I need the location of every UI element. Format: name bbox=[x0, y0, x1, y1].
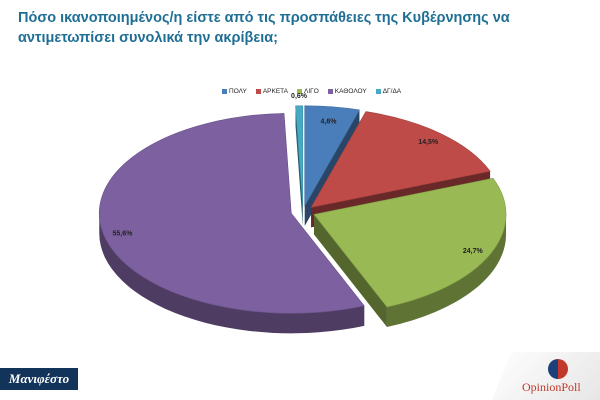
pie-slice-ΑΡΚΕΤΑ bbox=[310, 111, 491, 208]
data-label: 55,6% bbox=[112, 230, 133, 237]
pie-slice-ΠΟΛΥ bbox=[304, 105, 360, 207]
pie-slice-ΛΙΓΟ bbox=[313, 177, 507, 308]
legend-label: ΠΟΛΥ bbox=[229, 88, 247, 95]
legend-item: ΛΙΓΟ bbox=[297, 88, 319, 95]
legend-item: ΚΑΘΟΛΟΥ bbox=[327, 88, 367, 95]
data-label: 24,7% bbox=[463, 248, 484, 255]
manifesto-logo: Μανιφέστο bbox=[0, 368, 78, 390]
legend-swatch bbox=[375, 89, 381, 94]
legend-swatch bbox=[222, 89, 227, 94]
legend-label: ΔΓ/ΔΑ bbox=[382, 88, 402, 95]
opinionpoll-logo: OpinionPoll bbox=[492, 352, 600, 400]
opinionpoll-logo-background bbox=[492, 352, 600, 400]
pie-slice-cut-face bbox=[314, 214, 387, 327]
legend-label: ΚΑΘΟΛΟΥ bbox=[334, 88, 367, 95]
legend-item: ΔΓ/ΔΑ bbox=[375, 88, 402, 95]
chart-legend: ΠΟΛΥ ΑΡΚΕΤΑ ΛΙΓΟ ΚΑΘΟΛΟΥ ΔΓ/ΔΑ bbox=[222, 88, 401, 95]
data-label: 4,6% bbox=[321, 119, 338, 126]
legend-swatch bbox=[255, 89, 261, 94]
legend-label: ΛΙΓΟ bbox=[304, 88, 319, 95]
data-label: 0,6% bbox=[291, 93, 308, 100]
legend-swatch bbox=[327, 89, 333, 94]
legend-item: ΠΟΛΥ bbox=[222, 88, 247, 95]
chart-title: Πόσο ικανοποιημένος/η είστε από τις προσ… bbox=[18, 10, 510, 46]
legend-swatch bbox=[297, 89, 302, 94]
opinionpoll-logo-text: OpinionPoll bbox=[522, 380, 581, 394]
pie-slice-side bbox=[99, 213, 365, 334]
pie-slice-side bbox=[386, 214, 507, 327]
pie-slice-ΔΓ/ΔΑ bbox=[295, 105, 304, 206]
pie-slice-cut-face bbox=[295, 105, 303, 226]
opinionpoll-logo-icon bbox=[548, 359, 568, 379]
legend-item: ΑΡΚΕΤΑ bbox=[255, 88, 288, 95]
legend-label: ΑΡΚΕΤΑ bbox=[262, 88, 288, 95]
data-label: 14,5% bbox=[418, 139, 439, 146]
pie-slice-ΚΑΘΟΛΟΥ bbox=[98, 113, 365, 314]
